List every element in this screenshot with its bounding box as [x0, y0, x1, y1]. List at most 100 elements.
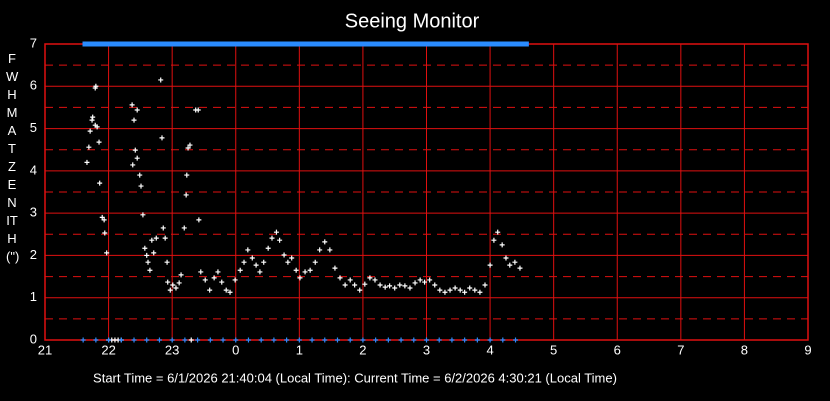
marker [219, 279, 225, 285]
marker [422, 279, 428, 285]
marker [360, 337, 366, 343]
marker [424, 337, 429, 343]
x-tick-label: 9 [804, 342, 811, 357]
marker [387, 283, 393, 289]
marker [222, 41, 237, 47]
marker [502, 41, 517, 47]
marker [215, 269, 221, 275]
marker [374, 41, 389, 47]
marker [159, 135, 165, 141]
marker [298, 41, 313, 47]
marker [495, 229, 501, 235]
marker [164, 259, 170, 265]
marker [507, 262, 513, 268]
marker [147, 267, 153, 273]
marker [342, 282, 348, 288]
x-tick-label: 3 [423, 342, 430, 357]
x-tick-label: 0 [232, 342, 239, 357]
marker [137, 172, 143, 178]
marker [93, 337, 99, 343]
marker [156, 337, 162, 343]
marker [285, 41, 300, 47]
marker [146, 41, 161, 47]
marker [487, 337, 493, 343]
marker [86, 144, 92, 150]
marker [302, 269, 308, 275]
marker [131, 117, 137, 123]
marker [235, 41, 250, 47]
x-tick-label: 4 [486, 342, 493, 357]
marker [158, 77, 164, 83]
marker [196, 41, 211, 47]
marker [500, 337, 506, 343]
marker [332, 265, 338, 271]
marker [104, 250, 110, 256]
marker [87, 128, 93, 134]
marker [452, 285, 458, 291]
marker [140, 212, 146, 218]
marker [149, 237, 155, 243]
marker [162, 235, 168, 241]
marker [202, 277, 208, 283]
y-tick-label: 0 [30, 331, 37, 346]
marker [187, 142, 193, 148]
marker [245, 337, 251, 343]
marker [413, 41, 428, 47]
marker [269, 235, 275, 241]
marker [223, 287, 229, 293]
marker [503, 255, 509, 261]
marker [184, 172, 190, 178]
marker [253, 262, 259, 268]
marker [209, 41, 224, 47]
y-tick-label: 5 [30, 120, 37, 135]
marker [129, 102, 135, 108]
marker [271, 337, 277, 343]
x-tick-label: 22 [101, 342, 115, 357]
marker [211, 275, 217, 281]
marker [436, 337, 442, 343]
marker [411, 337, 417, 343]
marker [133, 41, 148, 47]
marker [307, 267, 313, 273]
marker [487, 262, 493, 268]
marker [107, 41, 122, 47]
marker [101, 217, 107, 223]
marker [425, 41, 440, 47]
marker [462, 289, 468, 295]
marker [106, 337, 112, 343]
marker [258, 337, 264, 343]
marker [257, 269, 263, 275]
marker [196, 217, 202, 223]
marker [144, 337, 150, 343]
marker [296, 337, 302, 343]
x-tick-label: 8 [741, 342, 748, 357]
marker [317, 247, 323, 253]
y-tick-label: 4 [30, 162, 37, 177]
marker [145, 259, 151, 265]
marker [249, 255, 255, 261]
marker [153, 235, 159, 241]
marker [309, 337, 315, 343]
marker [281, 252, 287, 258]
marker [385, 337, 391, 343]
marker [514, 41, 529, 47]
marker [451, 41, 466, 47]
marker [324, 41, 339, 47]
marker [362, 281, 368, 287]
marker [464, 41, 479, 47]
marker [289, 255, 295, 261]
marker [347, 277, 353, 283]
marker [449, 337, 455, 343]
marker [94, 124, 100, 130]
marker [285, 259, 291, 265]
marker [237, 267, 243, 273]
marker [82, 41, 97, 47]
marker [132, 147, 138, 153]
marker [357, 287, 363, 293]
marker [327, 247, 333, 253]
marker [277, 237, 283, 243]
y-tick-label: 1 [30, 289, 37, 304]
x-tick-label: 1 [296, 342, 303, 357]
marker [398, 337, 404, 343]
